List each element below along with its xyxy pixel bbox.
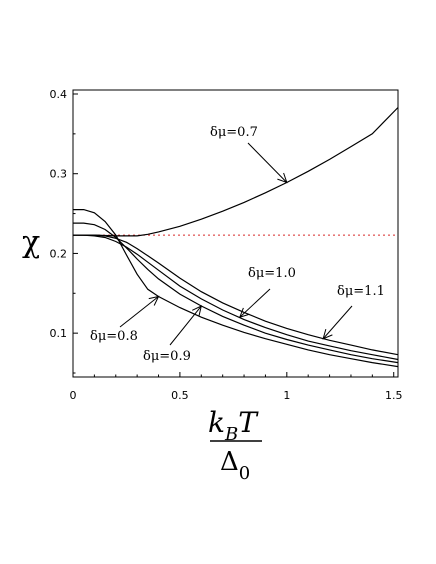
y-tick-label: 0.1 <box>50 327 68 340</box>
x-tick-label: 0 <box>70 389 77 402</box>
series-line-5 <box>73 234 399 356</box>
annotation-arrow <box>119 296 159 328</box>
annotation-arrowhead <box>322 328 333 340</box>
annotation-arrow <box>322 305 353 340</box>
annotation-arrow <box>247 142 288 183</box>
annotation-label: δμ=0.7 <box>210 125 258 140</box>
annotation-arrowhead <box>277 172 288 184</box>
x-tick-label: 1.5 <box>385 389 403 402</box>
annotation-arrowhead <box>238 307 250 318</box>
x-axis-label-numerator-sub: B <box>224 424 238 445</box>
svg-text:kBT: kBT <box>208 406 259 445</box>
x-axis-label-numerator: k <box>208 406 225 439</box>
y-tick-label: 0.3 <box>50 168 68 181</box>
annotation-label: δμ=0.9 <box>143 349 191 364</box>
plot-frame <box>72 89 399 378</box>
annotation-arrowhead <box>192 305 203 316</box>
x-tick-label: 0.5 <box>171 389 189 402</box>
y-axis-label: χ <box>22 225 40 260</box>
annotation-arrow <box>169 305 202 346</box>
series-line-4 <box>73 234 399 361</box>
annotation-label: δμ=1.0 <box>248 266 296 281</box>
series-line-2 <box>73 209 399 368</box>
series-line-3 <box>73 222 399 364</box>
annotation-arrowhead <box>148 295 160 306</box>
x-axis-label-denominator: Δ <box>220 447 239 477</box>
y-tick-label: 0.2 <box>50 247 68 260</box>
curves-layer <box>73 107 399 368</box>
annotations-layer: δμ=0.7 δμ=0.8 δμ=0.9 δμ=1.0 δμ=1.1 <box>90 125 385 364</box>
plot-area-border <box>72 89 399 378</box>
x-tick-label: 1 <box>283 389 290 402</box>
annotation-label: δμ=1.1 <box>337 284 385 299</box>
ticks-layer: 0 0.5 1 1.5 0.1 0.2 0.3 0.4 <box>50 88 403 402</box>
svg-text:Δ0: Δ0 <box>220 447 250 484</box>
series-line-1 <box>73 107 399 237</box>
x-axis-label-numerator-tail: T <box>238 406 259 439</box>
x-axis-label-denominator-sub: 0 <box>239 463 250 484</box>
x-axis-label: kBT Δ0 <box>208 406 262 484</box>
annotation-label: δμ=0.8 <box>90 329 138 344</box>
y-tick-label: 0.4 <box>50 88 68 101</box>
annotation-arrow <box>239 288 271 318</box>
